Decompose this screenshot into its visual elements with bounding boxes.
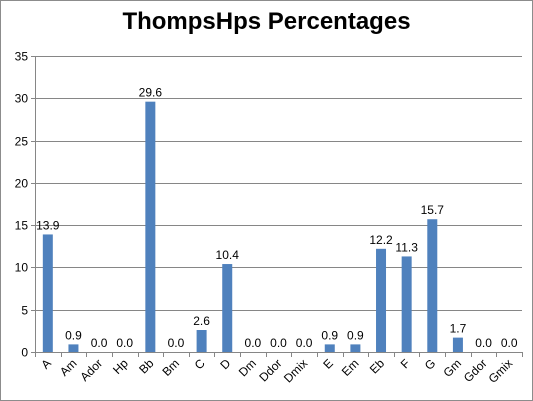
x-category-label: D xyxy=(217,356,233,372)
x-category-label: Gmix xyxy=(486,356,516,386)
data-label-gdor: 0.0 xyxy=(475,336,492,350)
x-category-label: Em xyxy=(339,356,362,379)
x-category-label: Bb xyxy=(136,356,157,377)
y-tick-label: 10 xyxy=(15,261,29,275)
data-label-dmix: 0.0 xyxy=(296,336,313,350)
bar-d xyxy=(222,264,233,352)
data-label-f: 11.3 xyxy=(395,240,418,254)
y-tick-label: 20 xyxy=(15,177,29,191)
x-category-label: G xyxy=(422,356,439,373)
x-category-label: F xyxy=(398,356,413,371)
data-label-d: 10.4 xyxy=(216,248,240,262)
bar-c xyxy=(196,330,207,352)
bar-f xyxy=(401,256,412,352)
data-labels: 13.9 0.9 0.0 0.0 29.6 0.0 2.6 10.4 0.0 0.0 0.0 0.9 0… xyxy=(36,86,518,350)
x-category-label: Ador xyxy=(77,356,105,384)
y-tick-label: 25 xyxy=(15,135,29,149)
data-label-bm: 0.0 xyxy=(168,336,185,350)
y-tick-label: 0 xyxy=(21,346,28,360)
data-label-c: 2.6 xyxy=(193,314,210,328)
data-label-gm: 1.7 xyxy=(450,322,467,336)
data-label-ador: 0.0 xyxy=(91,336,108,350)
x-category-label: Dm xyxy=(236,356,259,379)
x-category-label: Hp xyxy=(110,356,131,377)
bar-eb xyxy=(376,248,387,352)
bar-am xyxy=(68,344,79,352)
y-tick-label: 35 xyxy=(15,50,29,64)
data-label-am: 0.9 xyxy=(65,328,82,342)
data-label-dm: 0.0 xyxy=(245,336,262,350)
bar-g xyxy=(427,219,438,352)
data-label-em: 0.9 xyxy=(347,328,364,342)
x-category-label: Bm xyxy=(159,356,182,379)
data-label-eb: 12.2 xyxy=(369,233,393,247)
bar-a xyxy=(42,234,53,352)
data-label-g: 15.7 xyxy=(421,203,445,217)
x-category-label: Gdor xyxy=(461,356,490,385)
chart-title: ThompsHps Percentages xyxy=(122,8,411,35)
y-tick-label: 5 xyxy=(21,304,28,318)
gridlines xyxy=(35,56,522,311)
data-label-bb: 29.6 xyxy=(139,86,163,100)
x-category-label: Gm xyxy=(440,356,464,380)
x-category-label: Dmix xyxy=(281,356,310,385)
x-category-label: C xyxy=(192,356,208,372)
x-category-label: A xyxy=(38,356,54,372)
data-label-gmix: 0.0 xyxy=(501,336,518,350)
x-category-label: Eb xyxy=(367,356,388,377)
x-category-label: Am xyxy=(57,356,80,379)
y-axis-tick-labels: 0 5 10 15 20 25 30 35 xyxy=(15,50,29,360)
y-tick-label: 15 xyxy=(15,219,29,233)
data-label-e: 0.9 xyxy=(321,328,338,342)
bar-em xyxy=(350,344,361,352)
data-label-ddor: 0.0 xyxy=(270,336,287,350)
data-label-hp: 0.0 xyxy=(116,336,133,350)
bars xyxy=(42,101,463,352)
x-category-label: Ddor xyxy=(256,356,284,384)
bar-gm xyxy=(452,337,463,352)
bar-e xyxy=(324,344,335,352)
x-category-label: E xyxy=(320,356,336,372)
axes xyxy=(31,56,523,357)
bar-bb xyxy=(145,101,156,352)
data-label-a: 13.9 xyxy=(36,218,60,232)
y-tick-label: 30 xyxy=(15,92,29,106)
